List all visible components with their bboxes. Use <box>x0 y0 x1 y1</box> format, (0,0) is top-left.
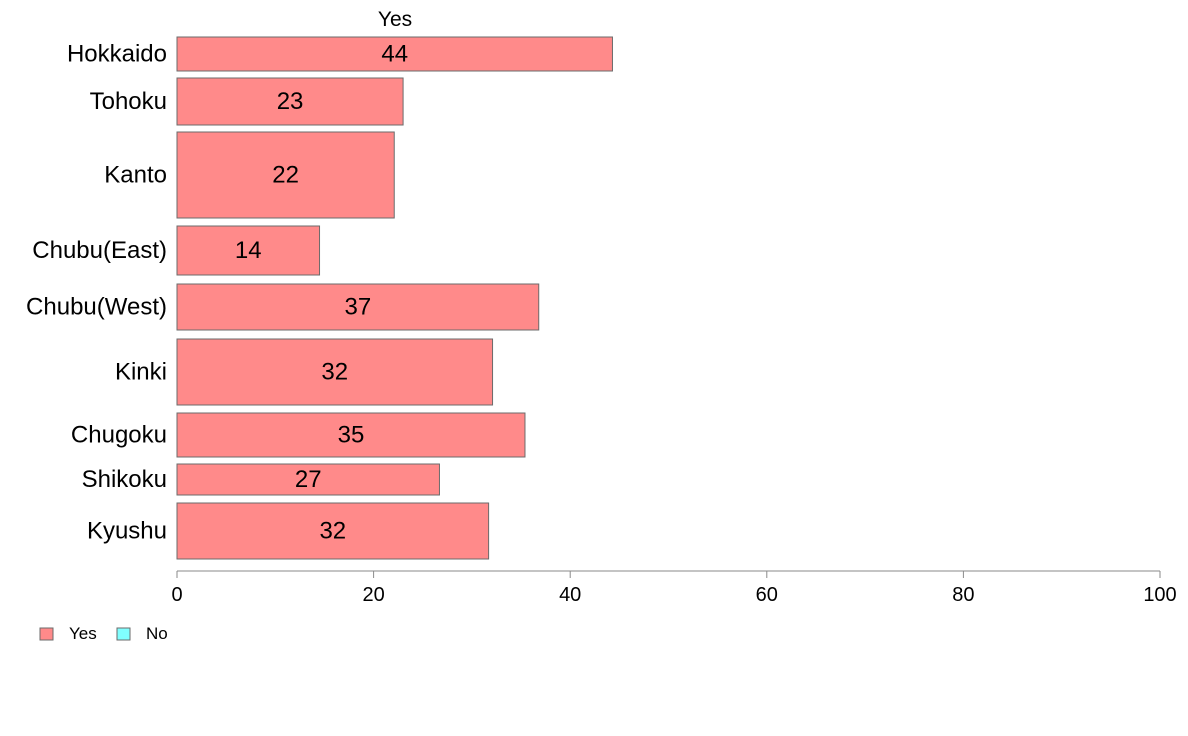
category-label: Kanto <box>104 162 167 189</box>
category-label: Chubu(West) <box>26 294 167 321</box>
value-label: 44 <box>381 41 408 68</box>
value-label: 37 <box>345 294 372 321</box>
value-label: 23 <box>277 88 304 115</box>
value-label: 35 <box>338 422 365 449</box>
bar-shikoku <box>176 463 440 496</box>
bar-chugoku <box>176 412 526 458</box>
category-label: Tohoku <box>90 88 167 115</box>
x-tick-label: 20 <box>362 584 384 606</box>
bar-chubu-west- <box>176 283 540 331</box>
x-tick-label: 60 <box>756 584 778 606</box>
bar-tohoku <box>176 77 404 126</box>
bar-kyushu <box>176 502 490 560</box>
category-label: Chubu(East) <box>32 237 167 264</box>
series-header: Yes <box>378 8 412 31</box>
value-label: 27 <box>295 466 322 493</box>
value-label: 14 <box>235 237 262 264</box>
category-label: Shikoku <box>82 466 167 493</box>
value-label: 32 <box>321 359 348 386</box>
x-tick-label: 40 <box>559 584 581 606</box>
category-label: Chugoku <box>71 422 167 449</box>
category-label: Hokkaido <box>67 41 167 68</box>
bar-hokkaido <box>176 36 613 72</box>
bar-kanto <box>176 131 395 219</box>
legend-swatch <box>116 627 131 641</box>
value-label: 32 <box>319 518 346 545</box>
legend: Yes No <box>39 624 168 643</box>
category-label: Kyushu <box>87 518 167 545</box>
legend-label: Yes <box>69 624 97 643</box>
legend-label: No <box>146 624 168 643</box>
legend-swatch <box>39 627 54 641</box>
x-tick-label: 0 <box>171 584 182 606</box>
bar-kinki <box>176 338 494 406</box>
bar-chubu-east- <box>176 225 321 276</box>
x-axis: 0 20 40 60 80 100 <box>171 570 1177 606</box>
x-tick-label: 100 <box>1143 584 1176 606</box>
value-label: 22 <box>272 162 299 189</box>
bars: Hokkaido 44 Tohoku 23 Kanto 22 Chubu(East) 14 Ch… <box>26 36 613 560</box>
x-tick-label: 80 <box>952 584 974 606</box>
category-label: Kinki <box>115 359 167 386</box>
